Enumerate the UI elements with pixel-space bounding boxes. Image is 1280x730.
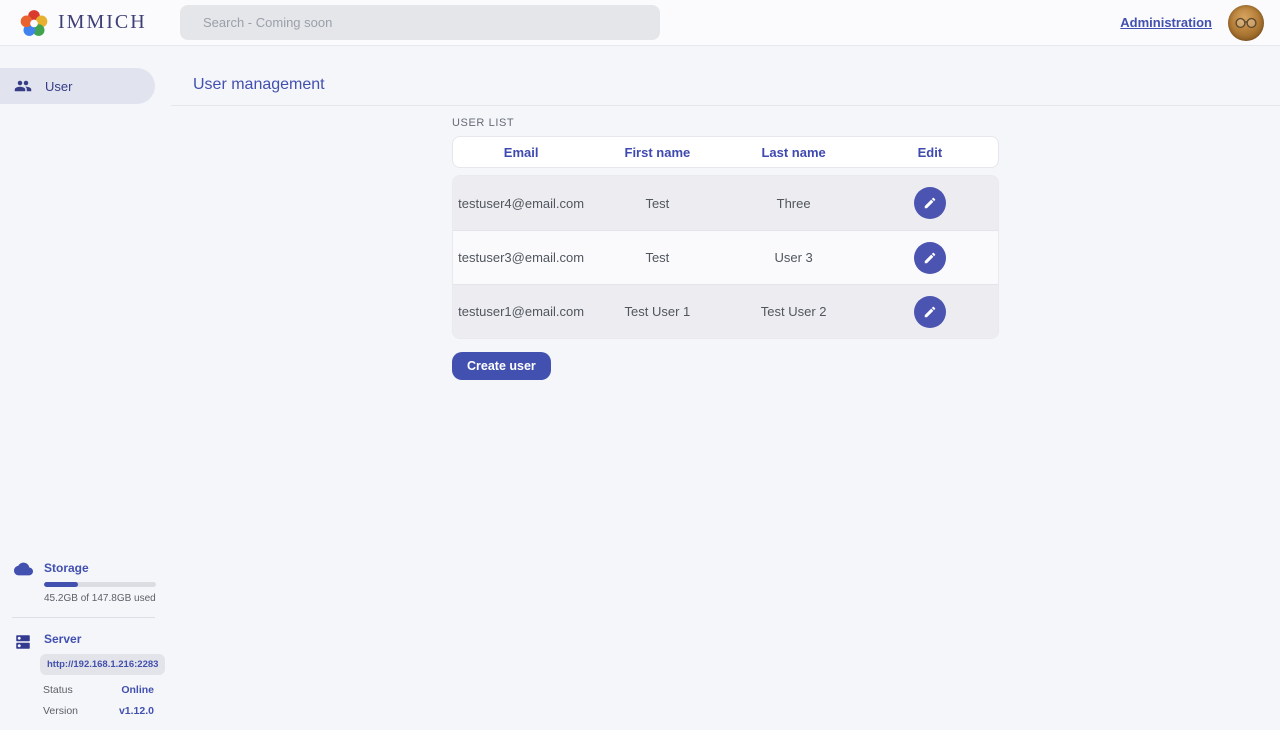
cloud-icon xyxy=(14,561,33,604)
server-title: Server xyxy=(44,632,82,646)
sidebar-status-panel: Storage 45.2GB of 147.8GB used Server xyxy=(0,561,166,717)
user-table-body: testuser4@email.com Test Three te xyxy=(452,175,999,339)
server-status-row: Status Online xyxy=(43,684,154,696)
storage-progress-fill xyxy=(44,582,79,587)
column-header-last-name: Last name xyxy=(761,144,826,160)
table-header-row: Email First name Last name Edit xyxy=(452,136,999,168)
page-title: User management xyxy=(193,76,325,93)
storage-section: Storage 45.2GB of 147.8GB used xyxy=(0,561,156,604)
column-header-first-name: First name xyxy=(624,144,691,160)
cell-first-name: Test xyxy=(645,250,670,265)
admin-sidebar: User Storage 45.2GB of 147.8GB used xyxy=(0,46,166,730)
sidebar-divider xyxy=(12,617,155,618)
administration-link[interactable]: Administration xyxy=(1120,15,1212,30)
user-list-label: USER LIST xyxy=(452,117,515,129)
table-row: testuser3@email.com Test User 3 xyxy=(453,230,998,284)
cell-email: testuser1@email.com xyxy=(458,304,585,319)
edit-user-button[interactable] xyxy=(913,241,946,274)
user-avatar[interactable] xyxy=(1228,4,1264,41)
edit-user-button[interactable] xyxy=(913,295,946,328)
column-header-edit: Edit xyxy=(917,144,943,160)
storage-usage-text: 45.2GB of 147.8GB used xyxy=(44,593,156,604)
people-icon xyxy=(14,77,32,95)
top-navbar: IMMICH Administration xyxy=(0,0,1280,46)
table-row: testuser4@email.com Test Three xyxy=(453,176,998,230)
cell-last-name: Three xyxy=(776,195,811,211)
storage-title: Storage xyxy=(44,561,89,575)
user-list-section: USER LIST Email First name Last name Edi… xyxy=(452,117,999,380)
server-section: Server http://192.168.1.216:2283 xyxy=(0,632,166,675)
cell-email: testuser3@email.com xyxy=(458,250,585,265)
page-header: User management xyxy=(171,46,1280,106)
cell-first-name: Test User 1 xyxy=(624,304,691,319)
create-user-button[interactable]: Create user xyxy=(452,352,551,380)
server-version-row: Version v1.12.0 xyxy=(43,705,154,717)
immich-logo[interactable]: IMMICH xyxy=(0,8,180,38)
search-input[interactable] xyxy=(180,5,660,40)
immich-flower-icon xyxy=(19,8,49,38)
server-icon xyxy=(14,632,33,675)
cell-email: testuser4@email.com xyxy=(458,195,585,211)
status-label: Status xyxy=(43,684,73,696)
glasses-icon xyxy=(1235,17,1257,28)
main-content: User management USER LIST Email First na… xyxy=(171,46,1280,730)
column-header-email: Email xyxy=(503,144,539,160)
cell-last-name: Test User 2 xyxy=(760,304,827,319)
pencil-icon xyxy=(924,197,936,209)
storage-progress-bar xyxy=(44,582,156,587)
cell-first-name: Test xyxy=(645,195,670,211)
version-label: Version xyxy=(43,705,79,717)
cell-last-name: User 3 xyxy=(774,250,813,265)
app-title: IMMICH xyxy=(58,11,147,33)
status-value: Online xyxy=(121,684,154,696)
sidebar-item-user[interactable]: User xyxy=(0,68,155,104)
pencil-icon xyxy=(924,252,936,263)
server-url-chip: http://192.168.1.216:2283 xyxy=(40,654,166,675)
pencil-icon xyxy=(924,306,936,317)
sidebar-item-label: User xyxy=(45,78,73,94)
table-row: testuser1@email.com Test User 1 Test Use… xyxy=(453,284,998,338)
edit-user-button[interactable] xyxy=(913,187,946,219)
version-value: v1.12.0 xyxy=(118,705,154,717)
